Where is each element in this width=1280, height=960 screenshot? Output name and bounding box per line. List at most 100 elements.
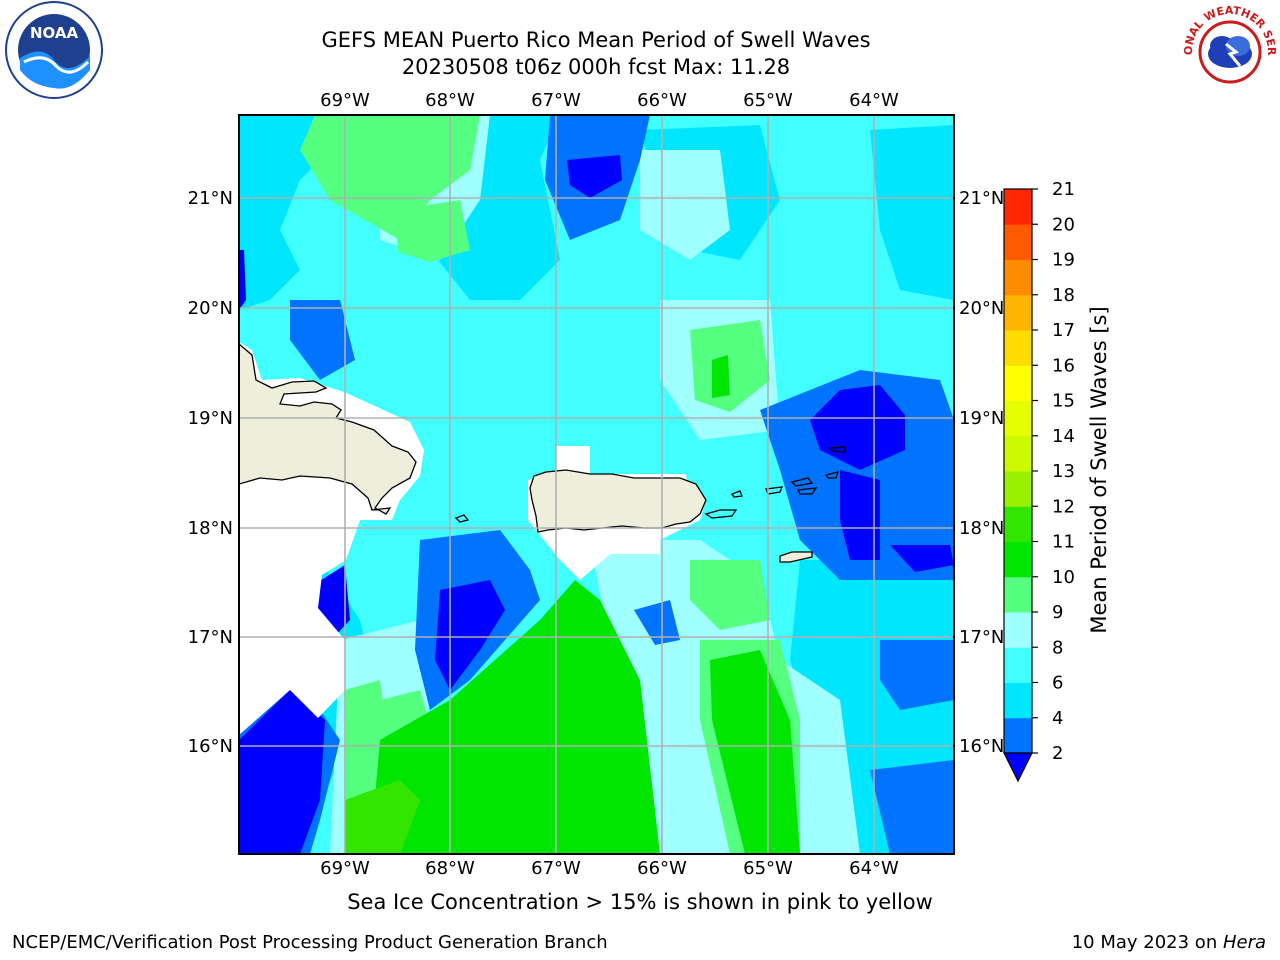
map-field [239, 115, 954, 854]
coast-vi-2 [790, 477, 814, 487]
colorbar-bin [1004, 330, 1032, 366]
y-tick-left: 16°N [188, 736, 233, 757]
footer-credit: NCEP/EMC/Verification Post Processing Pr… [12, 932, 608, 953]
coast-small-island-1 [454, 514, 470, 523]
field-region-9-10 [690, 560, 770, 630]
x-tick-top: 68°W [425, 90, 475, 111]
y-axis-right: 21°N 20°N 19°N 18°N 17°N 16°N [959, 188, 1004, 757]
coast-vi-3 [797, 487, 818, 495]
noaa-logo-icon: NOAA [5, 1, 103, 99]
y-tick-right: 17°N [959, 627, 1004, 648]
x-tick-bottom: 64°W [849, 858, 899, 879]
field-region-2-4 [634, 600, 680, 645]
coast-vi-4 [824, 471, 839, 479]
x-tick-bottom: 68°W [425, 858, 475, 879]
field-region-under-2 [239, 690, 325, 854]
gridlines [239, 115, 954, 854]
colorbar-tick-label: 14 [1052, 426, 1075, 447]
y-tick-left: 21°N [188, 188, 233, 209]
field-region-under-2 [840, 470, 880, 560]
x-tick-top: 64°W [849, 90, 899, 111]
colorbar-bin [1004, 471, 1032, 507]
x-axis-top: 69°W 68°W 67°W 66°W 65°W 64°W [320, 90, 899, 111]
nws-logo-icon: NATIONAL WEATHER SERVICE [1178, 0, 1278, 100]
colorbar-tick-label: 18 [1052, 285, 1075, 306]
colorbar-tick-label: 6 [1052, 673, 1063, 694]
y-tick-right: 18°N [959, 518, 1004, 539]
y-tick-left: 18°N [188, 518, 233, 539]
colorbar-bin [1004, 365, 1032, 401]
field-region-4-6 [870, 125, 954, 300]
colorbar-bin [1004, 647, 1032, 683]
colorbar-tick-label: 12 [1052, 496, 1075, 517]
field-region-10-11 [712, 355, 730, 398]
footer-machine: Hera [1222, 932, 1266, 953]
colorbar-tick-label: 20 [1052, 214, 1075, 235]
colorbar-bin [1004, 717, 1032, 754]
colorbar-bin [1004, 576, 1032, 613]
colorbar-tick-label: 19 [1052, 250, 1075, 271]
field-region-2-4 [870, 760, 954, 854]
x-axis-bottom: 69°W 68°W 67°W 66°W 65°W 64°W [320, 858, 899, 879]
x-tick-bottom: 67°W [531, 858, 581, 879]
field-region-4-6 [239, 115, 330, 310]
field-region-10-11 [370, 580, 660, 854]
colorbar-bin [1004, 435, 1032, 472]
colorbar-bin [1004, 612, 1032, 648]
y-tick-left: 17°N [188, 627, 233, 648]
field-region-land [239, 344, 416, 514]
coastlines [239, 343, 846, 563]
colorbar-bin [1004, 400, 1032, 437]
colorbar-bin [1004, 682, 1032, 719]
field-region-under-2 [239, 250, 246, 310]
sea-ice-caption: Sea Ice Concentration > 15% is shown in … [347, 890, 933, 914]
field-region-under-2 [890, 545, 954, 572]
colorbar-tick-label: 9 [1052, 602, 1063, 623]
coast-culebra [731, 490, 743, 498]
y-axis-left: 21°N 20°N 19°N 18°N 17°N 16°N [188, 188, 233, 757]
colorbar-tick-label: 17 [1052, 320, 1075, 341]
colorbar-tick-label: 15 [1052, 391, 1075, 412]
y-tick-right: 20°N [959, 298, 1004, 319]
y-tick-right: 19°N [959, 408, 1004, 429]
x-tick-top: 66°W [637, 90, 687, 111]
y-tick-left: 19°N [188, 408, 233, 429]
colorbar-tick-label: 13 [1052, 461, 1075, 482]
colorbar-extend-min [1003, 752, 1033, 783]
y-tick-right: 21°N [959, 188, 1004, 209]
colorbar-tick-label: 2 [1052, 743, 1063, 764]
y-tick-left: 20°N [188, 298, 233, 319]
x-tick-top: 67°W [531, 90, 581, 111]
field-region-9-10 [395, 200, 470, 262]
coast-hispaniola [239, 343, 417, 515]
field-region-2-4 [290, 300, 355, 380]
field-region-under-2 [810, 385, 905, 470]
x-tick-bottom: 65°W [743, 858, 793, 879]
colorbar-bin [1004, 294, 1032, 331]
chart-subtitle: 20230508 t06z 000h fcst Max: 11.28 [401, 55, 791, 79]
field-region-land [780, 552, 812, 562]
field-region-2-4 [880, 640, 954, 710]
x-tick-bottom: 66°W [637, 858, 687, 879]
field-region-under-2 [435, 580, 505, 690]
coast-puerto-rico [529, 469, 707, 533]
y-tick-right: 16°N [959, 736, 1004, 757]
field-region-11-12 [345, 780, 420, 854]
colorbar-tick-label: 10 [1052, 567, 1075, 588]
coast-st-croix [779, 551, 813, 563]
colorbar-tick-label: 21 [1052, 179, 1075, 200]
footer-date-text: 10 May 2023 on [1071, 932, 1223, 953]
coast-vieques [704, 509, 738, 519]
colorbar-tick-label: 11 [1052, 532, 1075, 553]
colorbar-label: Mean Period of Swell Waves [s] [1087, 306, 1111, 633]
colorbar-tick-label: 4 [1052, 708, 1063, 729]
coast-anegada [828, 446, 846, 453]
field-region-10-11 [710, 650, 800, 854]
map-frame [238, 114, 955, 855]
colorbar-bin [1004, 224, 1032, 260]
x-tick-bottom: 69°W [320, 858, 370, 879]
colorbar-bin [1004, 259, 1032, 296]
footer-date: 10 May 2023 on Hera [1072, 932, 1266, 953]
colorbar-bin [1004, 189, 1032, 225]
